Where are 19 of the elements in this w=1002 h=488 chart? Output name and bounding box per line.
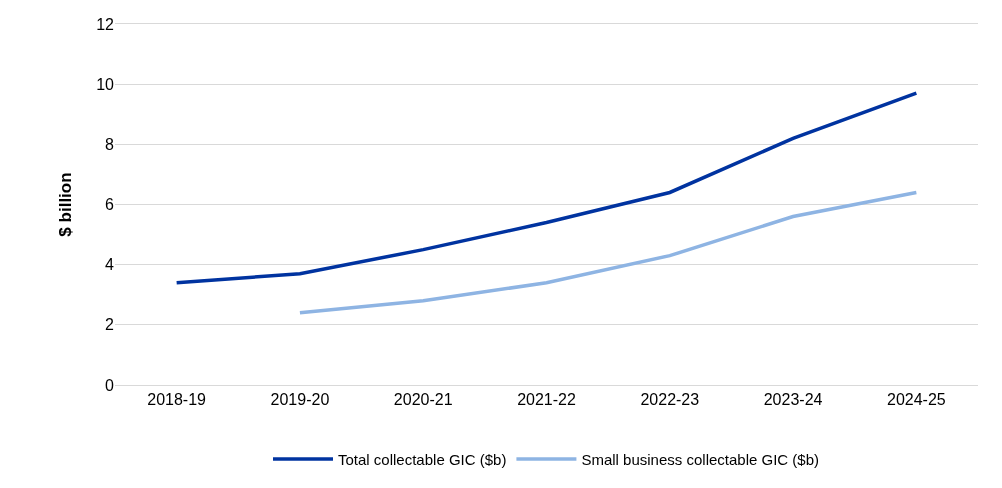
y-tick-label: 6	[105, 196, 115, 214]
x-tick-label: 2022-23	[640, 391, 700, 409]
line-series	[298, 190, 919, 315]
x-tick-label: 2023-24	[763, 391, 823, 409]
y-tick-label: 4	[105, 256, 115, 274]
x-tick-label: 2021-22	[517, 391, 576, 409]
y-tick-label: 12	[96, 15, 115, 33]
legend-label: Small business collectable GIC ($b)	[581, 450, 820, 468]
line-series	[174, 91, 919, 285]
y-tick-label: 2	[105, 316, 115, 334]
x-tick-label: 2018-19	[147, 391, 207, 409]
x-tick-label: 2019-20	[270, 391, 330, 409]
x-tick-label: 2024-25	[887, 391, 946, 409]
y-axis-title: $ billion	[55, 172, 75, 237]
y-tick-label: 10	[96, 75, 115, 93]
y-tick-label: 0	[105, 376, 115, 394]
y-tick-label: 8	[105, 135, 115, 153]
x-tick-label: 2020-21	[393, 391, 453, 409]
legend-label: Total collectable GIC ($b)	[338, 450, 507, 468]
